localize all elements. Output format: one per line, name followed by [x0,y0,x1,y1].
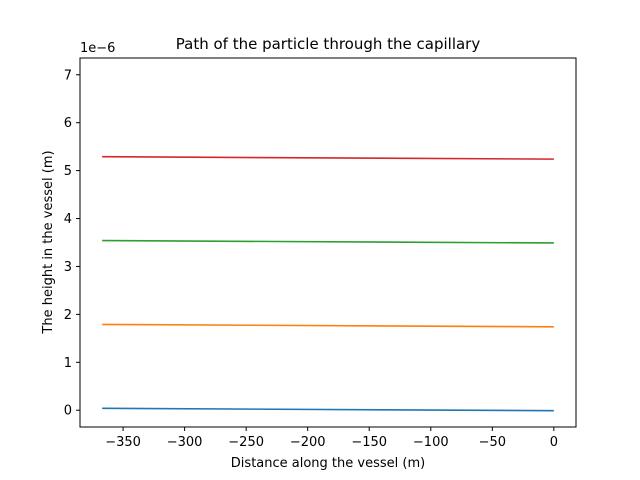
x-tick-label: −250 [228,435,264,450]
x-tick-label: 0 [550,435,558,450]
x-tick-label: −50 [479,435,506,450]
series-layer [102,155,554,412]
y-tick-label: 3 [64,260,72,275]
x-axis-label: Distance along the vessel (m) [231,456,425,471]
y-tick-label: 5 [64,164,72,179]
x-tick-label: −150 [351,435,387,450]
y-axis-offset-label: 1e−6 [80,41,115,56]
series-line-3 [102,239,554,244]
y-tick-label: 4 [64,212,72,227]
chart-title: Path of the particle through the capilla… [176,35,481,53]
y-axis-label: The height in the vessel (m) [41,150,56,334]
y-tick-label: 1 [64,356,72,371]
y-axis-ticks: 0 1 2 3 4 5 6 7 [64,68,80,419]
y-tick-label: 6 [64,116,72,131]
series-line-1 [102,407,554,412]
x-tick-label: −100 [413,435,449,450]
series-line-2 [102,323,554,328]
series-line-4 [102,155,554,160]
plot-frame [79,57,577,428]
y-tick-label: 2 [64,308,72,323]
y-tick-label: 7 [64,68,72,83]
x-tick-label: −300 [167,435,203,450]
y-tick-label: 0 [64,404,72,419]
x-tick-label: −200 [290,435,326,450]
x-tick-label: −350 [105,435,141,450]
x-axis-ticks: −350 −300 −250 −200 −150 −100 −50 0 [105,427,558,450]
